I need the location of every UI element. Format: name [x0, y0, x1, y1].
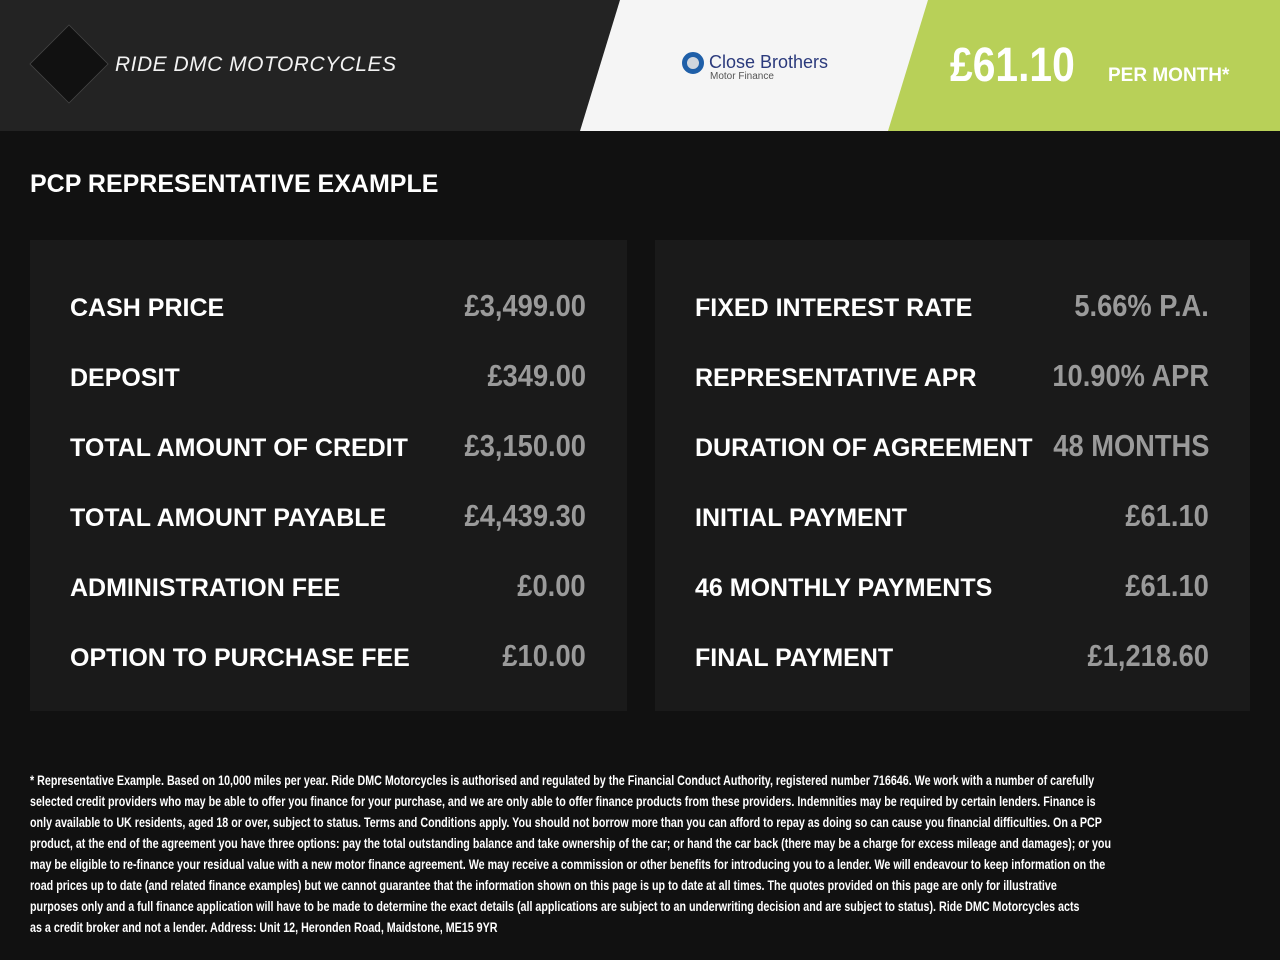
price-banner	[888, 0, 1280, 131]
row-value: £3,499.00	[464, 288, 586, 323]
footnote-line: selected credit providers who may be abl…	[30, 794, 1096, 809]
row-label: CASH PRICE	[70, 294, 225, 322]
footnote-line: product, at the end of the agreement you…	[30, 836, 1112, 851]
footnote: * Representative Example. Based on 10,00…	[30, 770, 1230, 938]
row-value: £4,439.30	[464, 498, 586, 533]
row-label: INITIAL PAYMENT	[695, 504, 908, 532]
row-label: FIXED INTEREST RATE	[695, 294, 973, 322]
row-label: OPTION TO PURCHASE FEE	[70, 644, 410, 672]
finance-row: CASH PRICE £3,499.00	[70, 288, 586, 328]
row-label: DURATION OF AGREEMENT	[695, 434, 1033, 462]
finance-row: TOTAL AMOUNT OF CREDIT £3,150.00	[70, 428, 586, 468]
finance-row: FINAL PAYMENT £1,218.60	[695, 638, 1209, 678]
row-value: 10.90% APR	[1052, 358, 1209, 393]
per-month-label: PER MONTH*	[1108, 65, 1230, 86]
footnote-line: may be eligible to re-finance your resid…	[30, 857, 1106, 872]
finance-row: ADMINISTRATION FEE £0.00	[70, 568, 586, 608]
footnote-line: road prices up to date (and related fina…	[30, 878, 1057, 893]
row-label: ADMINISTRATION FEE	[70, 574, 341, 602]
footnote-line: only available to UK residents, aged 18 …	[30, 815, 1102, 830]
row-label: FINAL PAYMENT	[695, 644, 894, 672]
partner-name: Close Brothers	[709, 52, 829, 72]
partner-subtitle: Motor Finance	[710, 71, 774, 82]
finance-row: TOTAL AMOUNT PAYABLE £4,439.30	[70, 498, 586, 538]
finance-row: FIXED INTEREST RATE 5.66% P.A.	[695, 288, 1209, 328]
footnote-line: * Representative Example. Based on 10,00…	[30, 773, 1095, 788]
row-value: £349.00	[487, 358, 586, 393]
row-value: £1,218.60	[1087, 638, 1209, 673]
finance-row: OPTION TO PURCHASE FEE £10.00	[70, 638, 586, 678]
finance-row: DURATION OF AGREEMENT 48 MONTHS	[695, 428, 1209, 468]
row-label: 46 MONTHLY PAYMENTS	[695, 574, 993, 602]
row-value: £3,150.00	[464, 428, 586, 463]
finance-row: INITIAL PAYMENT £61.10	[695, 498, 1209, 538]
row-label: TOTAL AMOUNT OF CREDIT	[70, 434, 408, 462]
row-value: £10.00	[502, 638, 586, 673]
footnote-line: as a credit broker and not a lender. Add…	[30, 920, 498, 935]
footnote-line: purposes only and a full finance applica…	[30, 899, 1080, 914]
row-value: 5.66% P.A.	[1074, 288, 1209, 323]
row-label: REPRESENTATIVE APR	[695, 364, 977, 392]
row-label: TOTAL AMOUNT PAYABLE	[70, 504, 387, 532]
row-value: £61.10	[1125, 568, 1209, 603]
page-title: PCP REPRESENTATIVE EXAMPLE	[30, 170, 439, 198]
brand-name: RIDE DMC MOTORCYCLES	[115, 53, 397, 76]
row-value: 48 MONTHS	[1052, 428, 1209, 463]
row-value: £61.10	[1125, 498, 1209, 533]
monthly-price: £61.10	[950, 39, 1075, 92]
finance-row: 46 MONTHLY PAYMENTS £61.10	[695, 568, 1209, 608]
left-finance-panel: CASH PRICE £3,499.00 DEPOSIT £349.00 TOTAL A…	[30, 240, 627, 711]
close-brothers-logo-icon	[682, 52, 704, 74]
right-finance-panel: FIXED INTEREST RATE 5.66% P.A. REPRESENTAT…	[655, 240, 1250, 711]
finance-row: REPRESENTATIVE APR 10.90% APR	[695, 358, 1209, 398]
finance-row: DEPOSIT £349.00	[70, 358, 586, 398]
row-label: DEPOSIT	[70, 364, 180, 392]
row-value: £0.00	[517, 568, 586, 603]
